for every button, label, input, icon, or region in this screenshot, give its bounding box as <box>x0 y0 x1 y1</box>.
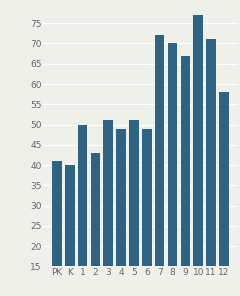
Bar <box>142 128 152 296</box>
Bar <box>219 92 229 296</box>
Bar <box>65 165 75 296</box>
Bar <box>155 36 164 296</box>
Bar <box>180 56 190 296</box>
Bar <box>52 161 62 296</box>
Bar <box>168 44 177 296</box>
Bar <box>206 39 216 296</box>
Bar <box>103 120 113 296</box>
Bar <box>90 153 100 296</box>
Bar <box>78 125 87 296</box>
Bar <box>193 15 203 296</box>
Bar <box>129 120 139 296</box>
Bar <box>116 128 126 296</box>
